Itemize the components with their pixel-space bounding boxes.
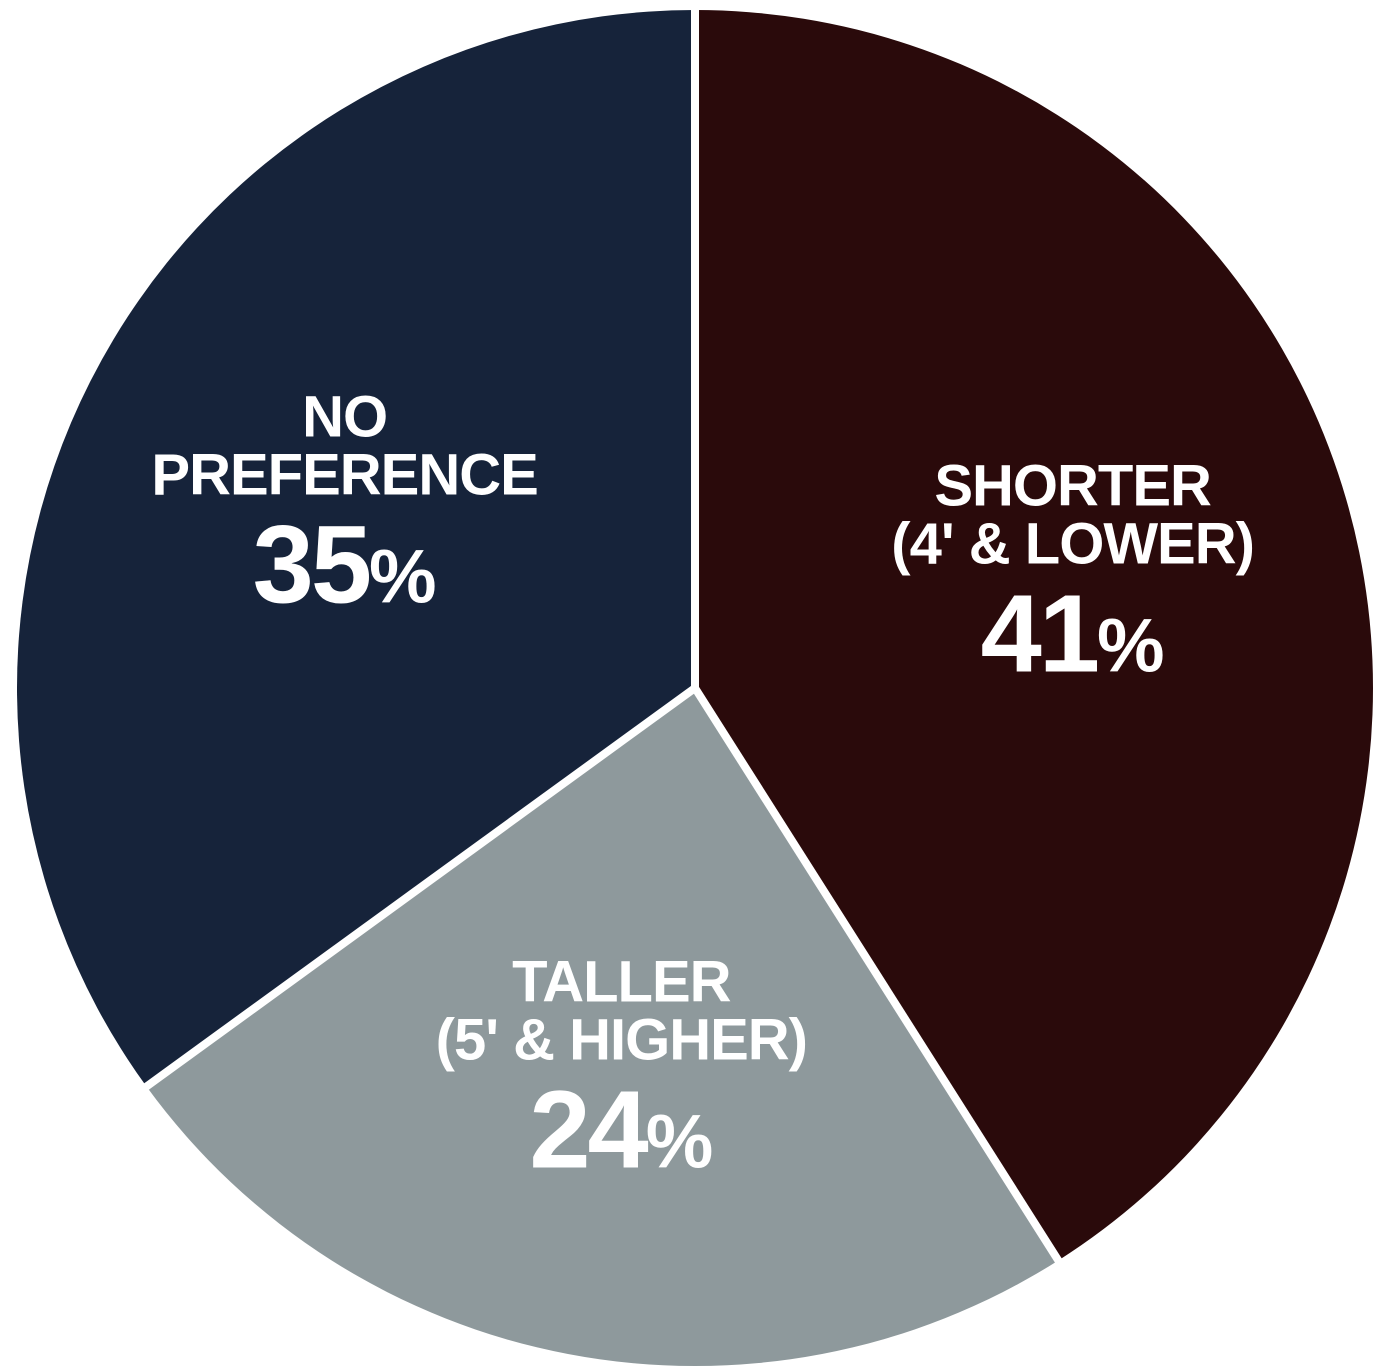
slice-value-unit: % [1097,603,1165,688]
pie-slice-taller [146,688,1059,1366]
slice-separator-line [691,685,1063,1265]
slice-label-line: (4' & LOWER) [891,511,1254,576]
slice-label-group: TALLER(5' & HIGHER)24% [436,949,808,1191]
slice-value-label: 24% [529,1068,713,1191]
slice-label-line: TALLER [512,949,731,1014]
slice-value-number: 24 [529,1068,648,1191]
slice-label-line: PREFERENCE [151,442,537,507]
pie-slice-no [16,10,695,1087]
slice-value-unit: % [646,1099,714,1184]
slice-label-line: SHORTER [934,453,1211,518]
slice-value-label: 41% [981,572,1165,695]
slice-separator-line [142,684,698,1091]
slice-value-number: 35 [253,503,370,626]
slice-separators [142,8,1063,1265]
slice-label-line: NO [302,384,387,449]
slice-label-line: (5' & HIGHER) [436,1007,807,1072]
slice-value-unit: % [369,534,437,619]
slice-value-number: 41 [981,572,1098,695]
slice-value-label: 35% [253,503,437,626]
slice-label-group: SHORTER(4' & LOWER)41% [891,453,1255,695]
slice-labels: SHORTER(4' & LOWER)41%TALLER(5' & HIGHER… [151,384,1255,1191]
